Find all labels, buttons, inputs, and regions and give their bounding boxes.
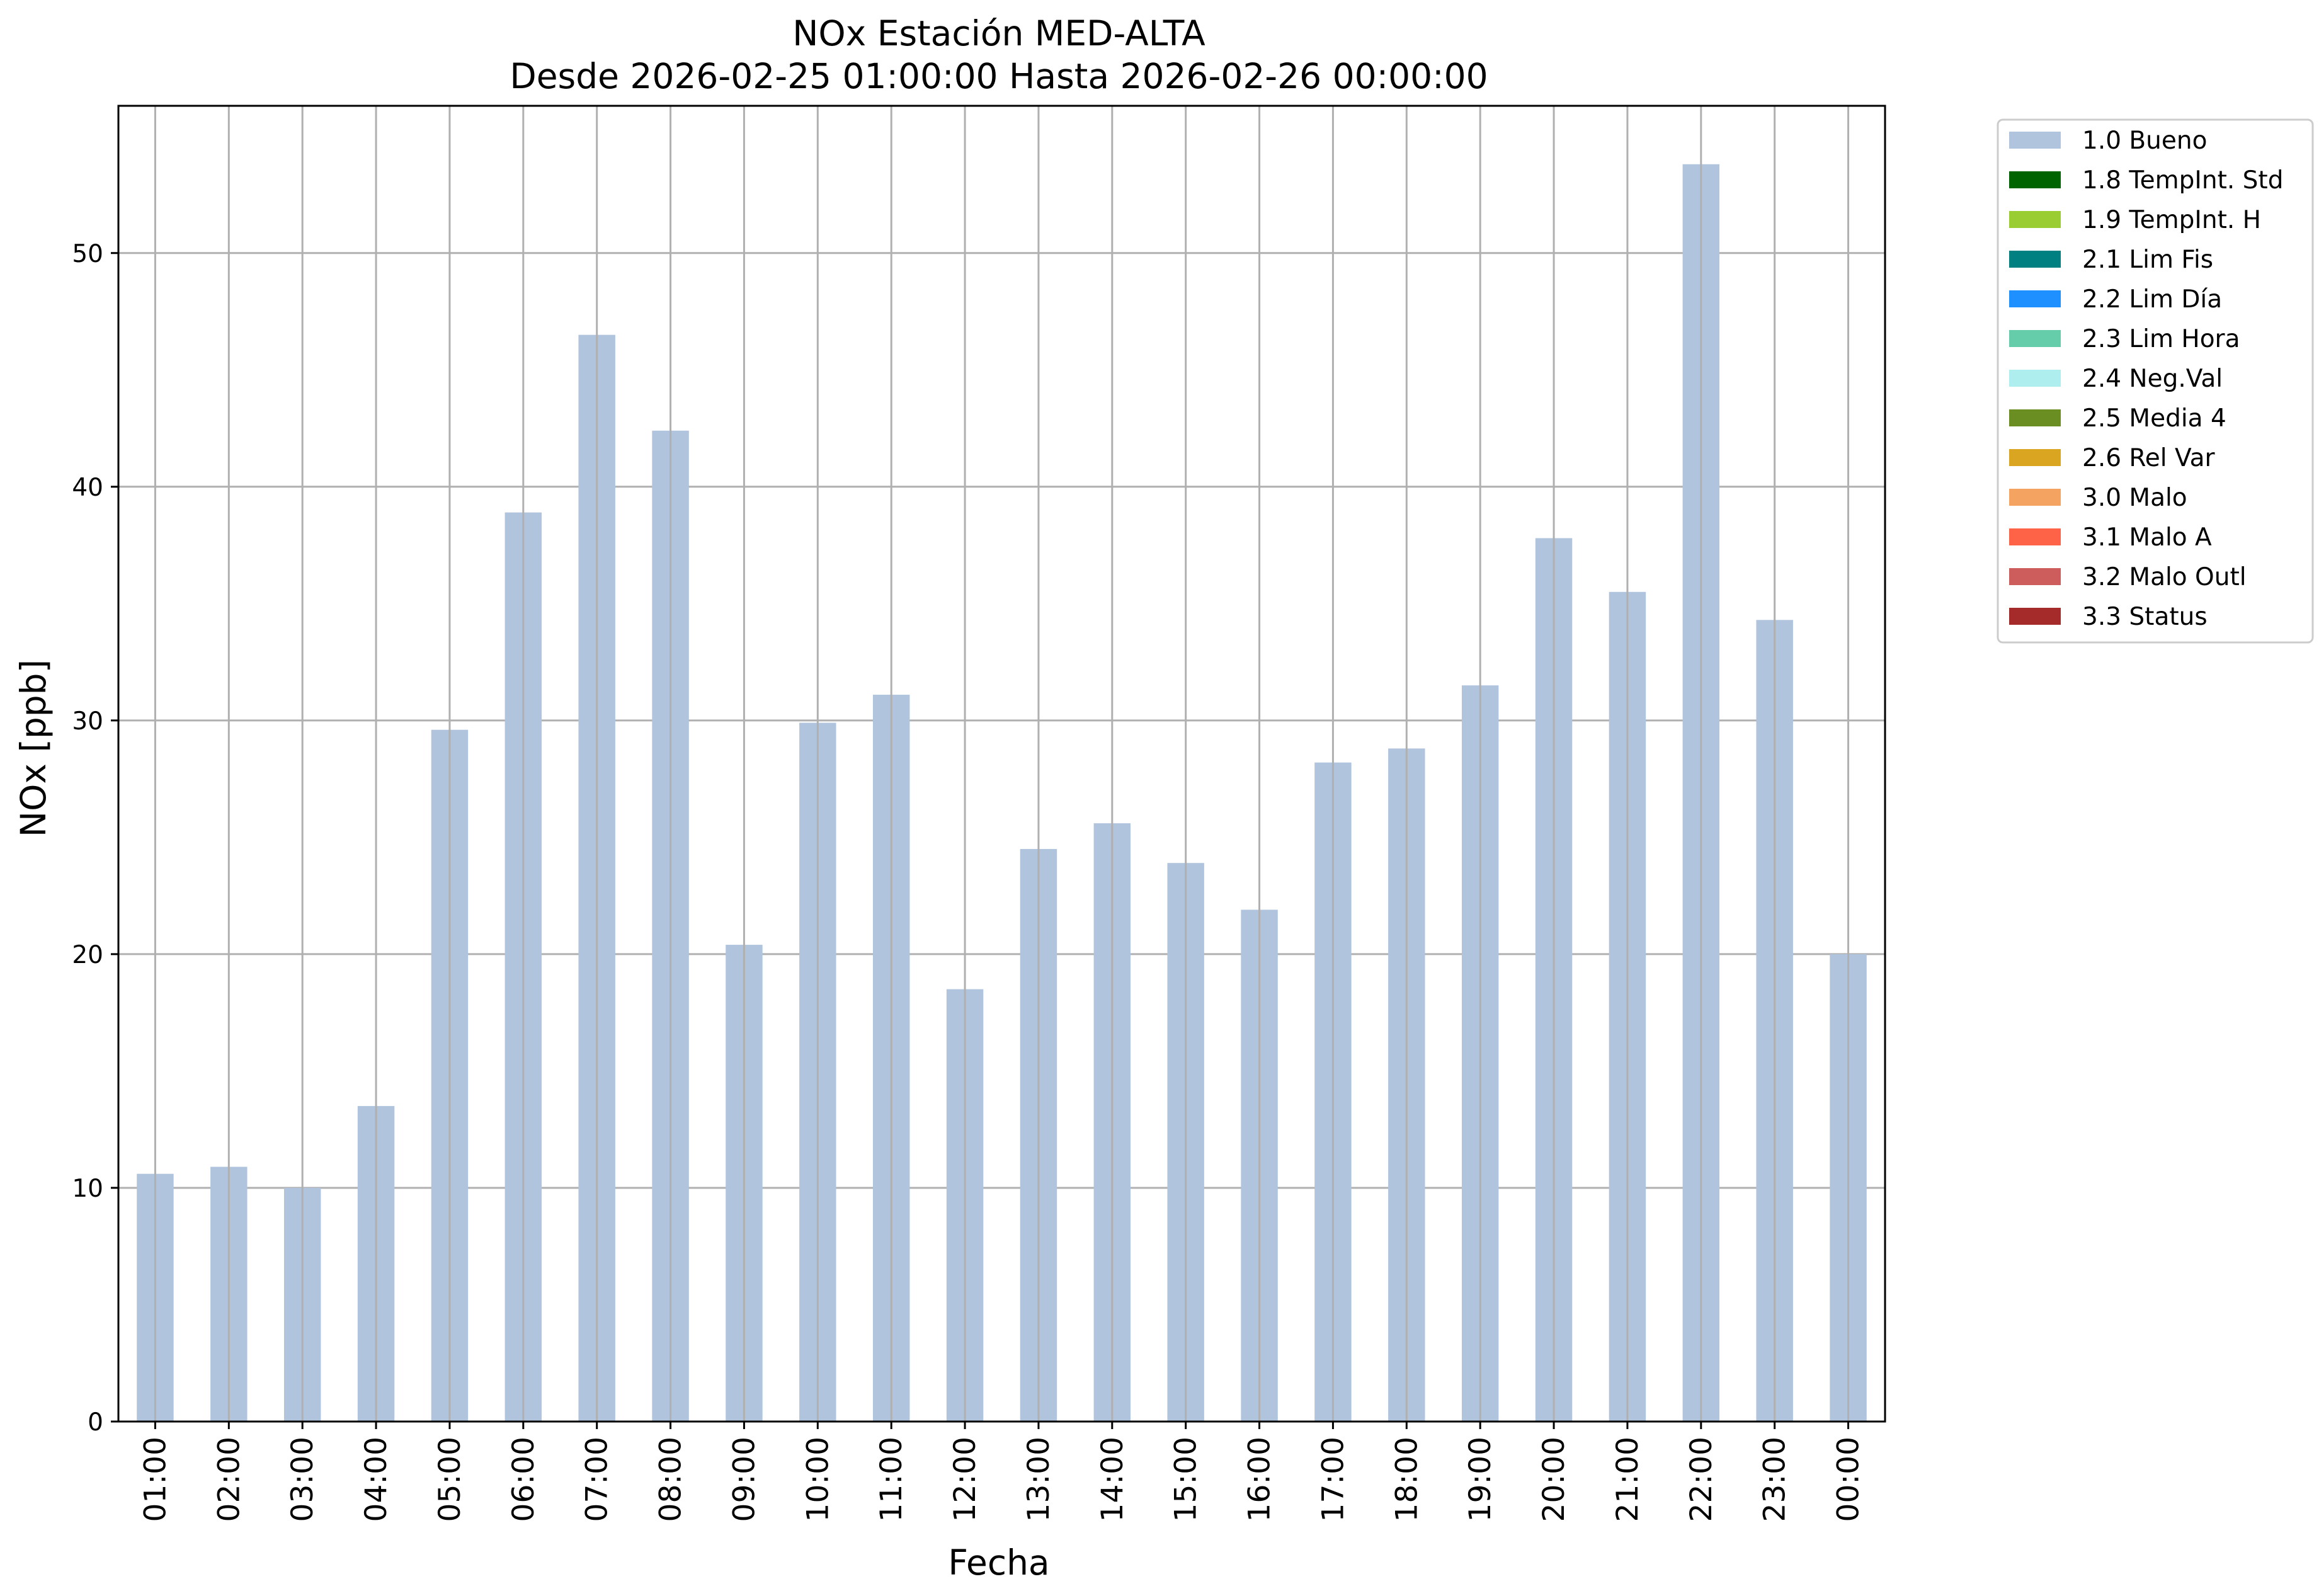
bars	[137, 164, 1867, 1422]
x-tick-label: 07:00	[580, 1437, 615, 1522]
x-grid-lines	[154, 106, 1850, 1422]
x-tick-label: 13:00	[1022, 1437, 1056, 1522]
x-tick-label: 00:00	[1832, 1437, 1866, 1522]
legend-swatch	[2009, 568, 2061, 585]
legend-label: 1.9 TempInt. H	[2082, 206, 2261, 234]
legend-label: 3.2 Malo Outl	[2082, 563, 2247, 591]
legend-swatch	[2009, 251, 2061, 268]
x-tick-label: 02:00	[212, 1437, 246, 1522]
legend-swatch	[2009, 608, 2061, 625]
legend-label: 3.0 Malo	[2082, 484, 2187, 512]
y-axis-label: NOx [ppb]	[13, 659, 54, 837]
legend-label: 2.2 Lim Día	[2082, 285, 2222, 314]
y-axis-ticks: 0 10 20 30 40 50	[72, 240, 118, 1437]
x-tick-label: 17:00	[1316, 1437, 1350, 1522]
legend-swatch	[2009, 528, 2061, 545]
x-tick-label: 11:00	[874, 1437, 909, 1522]
plot-frame	[117, 105, 1886, 1423]
x-tick-label: 23:00	[1758, 1437, 1792, 1522]
x-tick-label: 15:00	[1169, 1437, 1204, 1522]
y-tick-label: 40	[72, 474, 103, 502]
legend-swatch	[2009, 330, 2061, 347]
legend-label: 2.3 Lim Hora	[2082, 325, 2240, 353]
legend-swatch	[2009, 211, 2061, 228]
x-tick-label: 04:00	[359, 1437, 394, 1522]
x-tick-label: 10:00	[801, 1437, 835, 1522]
x-tick-label: 06:00	[506, 1437, 541, 1522]
y-tick-label: 50	[72, 240, 103, 268]
legend-swatch	[2009, 370, 2061, 387]
y-tick-label: 20	[72, 941, 103, 969]
legend-swatch	[2009, 171, 2061, 188]
legend-swatch	[2009, 409, 2061, 426]
y-tick-label: 30	[72, 707, 103, 736]
x-tick-label: 12:00	[948, 1437, 983, 1522]
y-tick-label: 10	[72, 1175, 103, 1203]
x-axis-label: Fecha	[948, 1542, 1049, 1583]
chart-title: NOx Estación MED-ALTA	[792, 13, 1205, 54]
legend-label: 2.5 Media 4	[2082, 404, 2226, 433]
legend-label: 1.8 TempInt. Std	[2082, 166, 2283, 195]
x-tick-label: 08:00	[654, 1437, 688, 1522]
legend-label: 2.6 Rel Var	[2082, 444, 2216, 472]
x-tick-label: 03:00	[285, 1437, 320, 1522]
legend-swatch	[2009, 449, 2061, 466]
x-tick-label: 05:00	[433, 1437, 467, 1522]
x-tick-label: 22:00	[1684, 1437, 1719, 1522]
x-tick-label: 01:00	[138, 1437, 173, 1522]
x-tick-label: 09:00	[727, 1437, 761, 1522]
legend-swatch	[2009, 489, 2061, 506]
legend-label: 3.3 Status	[2082, 603, 2208, 631]
legend-label: 3.1 Malo A	[2082, 523, 2212, 552]
legend-frame	[1997, 118, 2314, 644]
x-tick-label: 19:00	[1463, 1437, 1498, 1522]
legend: 1.0 Bueno 1.8 TempInt. Std 1.9 TempInt. H 2…	[1997, 118, 2314, 644]
legend-label: 2.4 Neg.Val	[2082, 365, 2223, 393]
legend-items: 1.0 Bueno 1.8 TempInt. Std 1.9 TempInt. H 2…	[2009, 127, 2283, 631]
x-tick-label: 21:00	[1610, 1437, 1645, 1522]
x-tick-label: 16:00	[1243, 1437, 1277, 1522]
legend-swatch	[2009, 132, 2061, 149]
legend-swatch	[2009, 290, 2061, 307]
x-tick-label: 20:00	[1537, 1437, 1571, 1522]
y-tick-label: 0	[88, 1408, 103, 1437]
x-tick-label: 18:00	[1389, 1437, 1424, 1522]
chart-subtitle: Desde 2026-02-25 01:00:00 Hasta 2026-02-…	[510, 56, 1488, 96]
x-tick-label: 14:00	[1095, 1437, 1130, 1522]
legend-label: 2.1 Lim Fis	[2082, 246, 2213, 274]
x-axis-ticks: 01:00 02:00 03:00 04:00 05:00 06:00 07:00 08:00…	[138, 1422, 1866, 1522]
legend-label: 1.0 Bueno	[2082, 127, 2207, 155]
